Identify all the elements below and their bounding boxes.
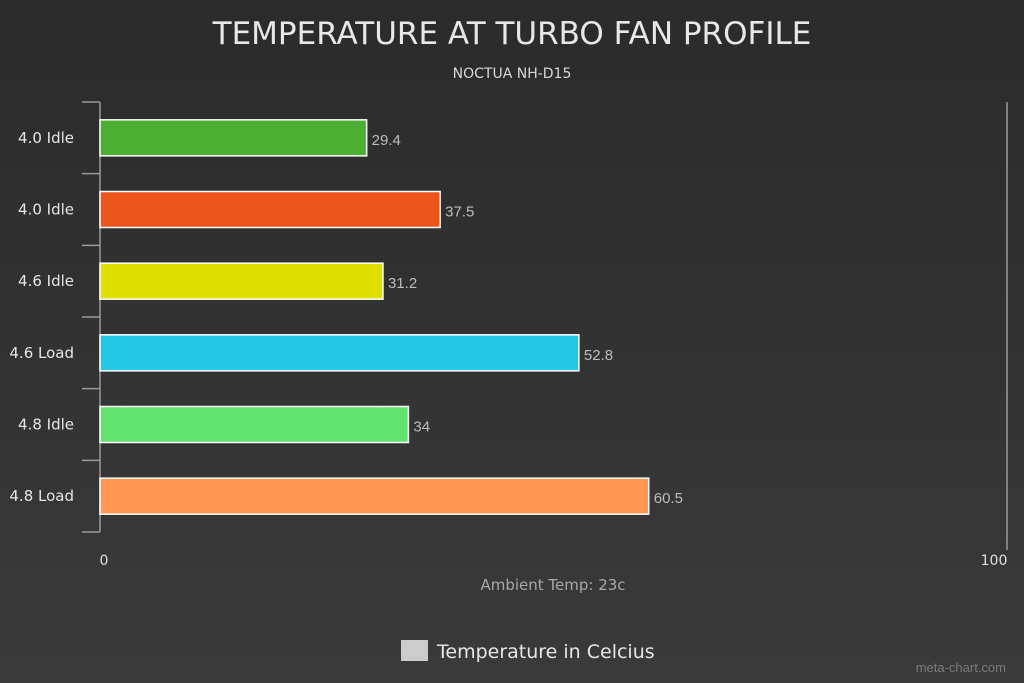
bar[interactable] [99,477,650,515]
bar[interactable] [99,405,410,444]
watermark: meta-chart.com [916,660,1006,675]
category-label: 4.8 Load [9,487,74,505]
category-label: 4.0 Idle [18,201,74,219]
x-axis-title: Ambient Temp: 23c [480,576,625,594]
legend[interactable]: Temperature in Celcius [401,640,655,663]
legend-label: Temperature in Celcius [436,641,655,663]
bar-value-label: 34 [413,419,430,436]
bar[interactable] [99,190,441,229]
chart-title: TEMPERATURE AT TURBO FAN PROFILE [212,16,812,52]
x-tick-label: 100 [981,553,1008,569]
bar-value-label: 29.4 [372,132,401,149]
legend-swatch [401,640,428,661]
bar-value-label: 60.5 [654,490,683,507]
bar-value-label: 31.2 [388,275,417,292]
bar[interactable] [99,262,384,300]
bar[interactable] [99,119,368,157]
bar-value-label: 37.5 [445,204,474,221]
category-label: 4.6 Idle [18,272,74,290]
x-tick-label: 0 [100,553,109,569]
bar[interactable] [99,334,580,372]
bar-value-label: 52.8 [584,347,613,364]
category-label: 4.8 Idle [18,416,74,434]
category-label: 4.0 Idle [18,129,74,147]
plot-area: 0 100 29.4 4.0 Idle 37.5 4.0 Idle 31.2 4.6 Idle… [9,101,1008,569]
chart-subtitle: NOCTUA NH-D15 [453,66,572,82]
category-label: 4.6 Load [9,344,74,362]
